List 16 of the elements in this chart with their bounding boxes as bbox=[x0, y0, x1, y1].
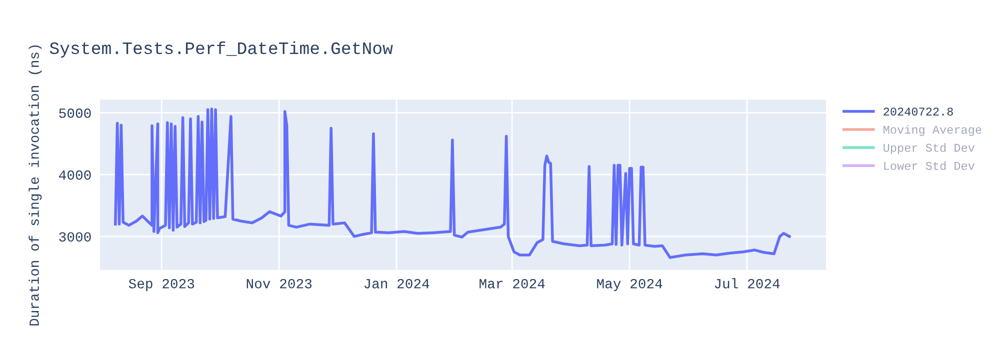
legend-label: Lower Std Dev bbox=[884, 161, 975, 170]
x-tick-label: May 2024 bbox=[597, 278, 662, 292]
legend-label: Upper Std Dev bbox=[884, 143, 975, 154]
x-tick-label: Sep 2023 bbox=[128, 278, 194, 292]
x-tick-label: Jul 2024 bbox=[714, 278, 780, 288]
y-tick-label: 4000 bbox=[59, 170, 91, 180]
line-series bbox=[114, 108, 791, 259]
y-tick-label: 5000 bbox=[59, 108, 91, 118]
legend-label: 20240722.8 bbox=[884, 108, 953, 116]
x-tick-label: Jan 2024 bbox=[364, 278, 430, 288]
x-tick-label: Mar 2024 bbox=[480, 278, 545, 288]
y-axis-title: Duration of single invocation (ns) bbox=[28, 45, 42, 326]
legend-label: Moving Average bbox=[884, 125, 982, 136]
x-tick-label: Nov 2023 bbox=[246, 278, 312, 288]
y-tick-label: 3000 bbox=[59, 232, 91, 242]
chart-title: System.Tests.Perf_DateTime.GetNow bbox=[50, 41, 393, 58]
